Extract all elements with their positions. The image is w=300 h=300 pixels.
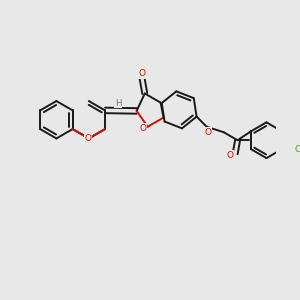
Text: O: O [204, 128, 211, 137]
Text: O: O [139, 124, 146, 133]
Text: H: H [115, 99, 121, 108]
Text: O: O [139, 69, 145, 78]
Text: O: O [227, 151, 234, 160]
Text: Cl: Cl [294, 145, 300, 154]
Text: O: O [85, 134, 92, 143]
